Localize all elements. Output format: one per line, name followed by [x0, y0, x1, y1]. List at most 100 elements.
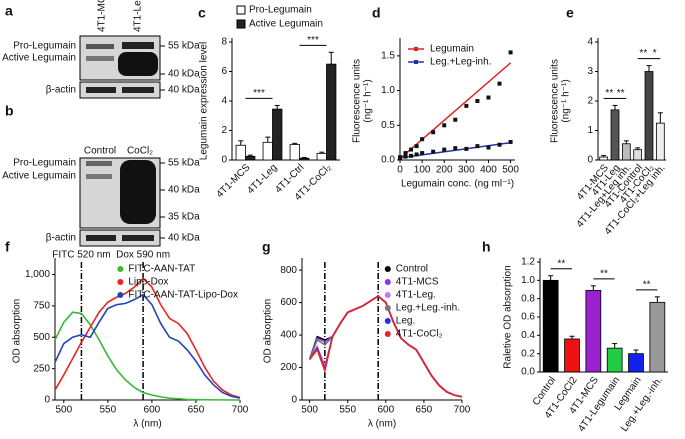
y-axis-label: Fluorescence units	[550, 59, 561, 143]
y-tick-label: 2	[221, 125, 227, 136]
series-line	[308, 295, 463, 398]
fit-line	[399, 62, 512, 160]
x-tick-label: 500	[502, 165, 519, 176]
y-tick-label: 0	[291, 395, 297, 406]
y-tick-label: 0.5	[381, 120, 395, 131]
significance-label: **	[639, 48, 647, 59]
bar	[585, 290, 602, 373]
y-tick-label: 1.5	[381, 51, 395, 62]
lane-label: 4T1-MCS	[97, 0, 108, 32]
y-tick-label: 4	[221, 96, 227, 107]
bar	[633, 149, 643, 161]
y-tick-label: 600	[280, 297, 297, 308]
legend-label: 4T1-CoCl₂	[396, 329, 443, 340]
bar	[262, 141, 273, 161]
band	[120, 160, 156, 224]
size-label: 55 kDa	[168, 158, 200, 169]
bar	[628, 353, 644, 373]
legend-swatch	[117, 266, 124, 272]
legend-swatch	[384, 318, 391, 324]
legend-label: 4T1-MCS	[396, 277, 439, 288]
legend-label: Control	[396, 264, 428, 275]
x-tick-label: 200	[436, 165, 453, 176]
data-point	[431, 149, 436, 154]
panel-letter: h	[482, 239, 491, 255]
y-tick-label: 400	[280, 330, 297, 341]
x-tick-label: 550	[100, 405, 117, 416]
data-point	[475, 144, 480, 149]
legend-swatch	[384, 279, 391, 285]
band	[86, 87, 116, 93]
data-point	[398, 155, 402, 160]
band	[86, 174, 112, 179]
y-tick-label: 0.6	[521, 312, 535, 323]
reference-label: FITC 520 nm	[52, 250, 110, 261]
x-axis-label: λ (nm)	[368, 419, 396, 430]
band-label: Active Legumain	[2, 171, 76, 182]
x-tick-label: 650	[416, 405, 433, 416]
legend-label: Leg.+Leg-inh.	[430, 57, 491, 68]
x-tick-label: 4T1-Leg	[245, 162, 279, 196]
bar	[289, 144, 300, 161]
data-point	[420, 151, 425, 156]
y-tick-label: 0	[587, 155, 593, 166]
y-axis-label: OD absorption	[12, 299, 23, 363]
x-tick-label: 700	[232, 405, 249, 416]
data-point	[409, 153, 414, 158]
panel-letter: g	[262, 239, 271, 255]
bar	[542, 279, 559, 373]
data-point	[414, 144, 419, 149]
size-label: 40 kDa	[168, 185, 200, 196]
y-tick-label: 3	[587, 66, 593, 77]
legend-label: Legumain	[430, 44, 474, 55]
legend-swatch	[117, 279, 124, 285]
x-tick-label: 100	[414, 165, 431, 176]
data-point	[420, 137, 425, 142]
x-tick-label: 600	[144, 405, 161, 416]
band-label: β-actin	[46, 85, 76, 96]
data-point	[464, 146, 469, 151]
data-point	[508, 50, 513, 55]
x-tick-label: 600	[377, 405, 394, 416]
legend-label: Pro-Legumain	[249, 5, 312, 16]
panel-letter: c	[198, 5, 206, 21]
y-tick-label: 2	[587, 96, 593, 107]
data-point	[508, 139, 513, 144]
bar	[655, 122, 665, 161]
legend-swatch	[384, 266, 391, 272]
legend-label: Lipo-Dox	[128, 277, 168, 288]
y-tick-label: 1	[587, 125, 593, 136]
legend-label: Active Legumain	[249, 19, 323, 30]
data-point	[431, 130, 436, 135]
lane-label: Control	[84, 146, 116, 157]
bar	[564, 338, 580, 373]
y-tick-label: 200	[280, 362, 297, 373]
legend-label: FITC-AAN-TAT	[128, 264, 195, 275]
x-axis-label: λ (nm)	[133, 419, 161, 430]
data-point	[486, 145, 491, 150]
y-axis-label: (ng⁻¹ h⁻¹)	[363, 79, 374, 122]
y-tick-label: 1.0	[381, 85, 395, 96]
panel-letter: d	[372, 5, 381, 21]
y-tick-label: 0.2	[521, 348, 535, 359]
y-axis-label: Legumain expression level	[199, 42, 210, 160]
y-axis-label: (ng⁻¹ h⁻¹)	[561, 79, 572, 122]
data-point	[475, 99, 480, 103]
band-label: Pro-Legumain	[13, 41, 76, 52]
legend-swatch	[384, 292, 391, 298]
y-tick-label: 1,000	[25, 269, 50, 280]
x-tick-label: 550	[339, 405, 356, 416]
data-point	[414, 152, 419, 157]
bar	[610, 109, 620, 161]
band-label: Pro-Legumain	[13, 158, 76, 169]
data-point	[497, 142, 502, 147]
y-tick-label: 750	[33, 301, 50, 312]
bar	[621, 143, 631, 161]
size-label: 40 kDa	[168, 69, 200, 80]
y-tick-label: 0.8	[521, 293, 535, 304]
bar	[316, 152, 327, 161]
y-tick-label: 250	[33, 363, 50, 374]
lane-label: CoCl₂	[127, 146, 153, 157]
y-tick-label: 0.0	[381, 155, 395, 166]
significance-label: **	[643, 279, 651, 290]
